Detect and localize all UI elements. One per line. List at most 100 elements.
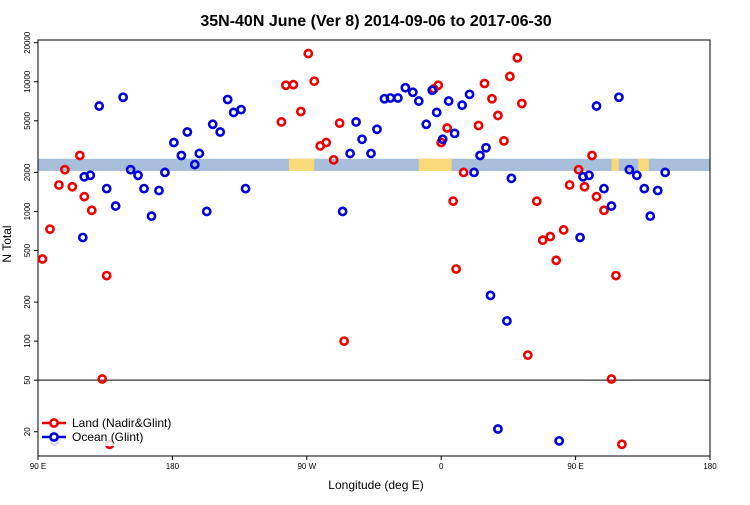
ocean-point bbox=[110, 201, 121, 211]
land-point bbox=[309, 76, 320, 87]
y-tick-label: 5000 bbox=[23, 111, 32, 129]
land-point bbox=[280, 80, 291, 91]
ocean-point bbox=[606, 201, 617, 211]
ocean-point bbox=[502, 316, 512, 326]
ocean-point bbox=[652, 185, 663, 196]
ocean-point bbox=[160, 167, 170, 178]
ocean-point bbox=[337, 206, 348, 217]
chart-title: 35N-40N June (Ver 8) 2014-09-06 to 2017-… bbox=[200, 13, 551, 30]
legend-marker bbox=[49, 418, 59, 428]
land-point bbox=[45, 224, 55, 235]
land-point bbox=[67, 181, 78, 192]
land-point bbox=[616, 439, 627, 450]
x-tick-label: 180 bbox=[166, 462, 180, 471]
ocean-point bbox=[614, 92, 624, 103]
land-point bbox=[573, 164, 584, 175]
x-tick-label: 90 E bbox=[567, 462, 583, 471]
land-point bbox=[97, 374, 108, 384]
ocean-point bbox=[240, 183, 251, 194]
ocean-point bbox=[228, 107, 239, 118]
land-point bbox=[522, 350, 533, 361]
land-point bbox=[545, 231, 556, 242]
x-tick-label: 90 W bbox=[297, 462, 316, 471]
legend-label: Land (Nadir&Glint) bbox=[72, 416, 171, 430]
land-point bbox=[516, 98, 527, 109]
y-tick-label: 10000 bbox=[23, 70, 32, 93]
y-axis-ticks: 20 50 100 200 500 1000 2000 5000 10000 20000 bbox=[23, 31, 38, 436]
ocean-point bbox=[584, 170, 594, 181]
land-point bbox=[86, 205, 97, 216]
ocean-point bbox=[421, 119, 432, 130]
y-tick-label: 1000 bbox=[23, 202, 32, 220]
land-point bbox=[487, 93, 497, 104]
ocean-point bbox=[599, 183, 609, 194]
land-point bbox=[303, 48, 314, 59]
data-points bbox=[37, 48, 671, 450]
y-tick-label: 20 bbox=[23, 427, 32, 436]
ocean-point bbox=[431, 107, 442, 118]
ocean-point bbox=[194, 148, 205, 159]
land-point bbox=[295, 106, 306, 117]
land-point bbox=[334, 118, 345, 129]
land-point bbox=[328, 154, 339, 165]
map-band bbox=[38, 158, 710, 172]
x-tick-label: 180 bbox=[703, 462, 717, 471]
ocean-point bbox=[631, 170, 642, 181]
ocean-point bbox=[407, 87, 418, 98]
ocean-point bbox=[176, 150, 187, 161]
land-point bbox=[321, 137, 332, 148]
land-point bbox=[512, 52, 523, 63]
ocean-point bbox=[660, 167, 671, 178]
ocean-point bbox=[413, 96, 424, 106]
y-tick-label: 500 bbox=[23, 243, 32, 257]
ocean-point bbox=[591, 101, 602, 111]
land-point bbox=[433, 80, 444, 91]
ocean-point bbox=[372, 124, 382, 135]
ocean-point bbox=[457, 100, 468, 111]
land-point bbox=[101, 270, 112, 281]
ocean-point bbox=[464, 89, 475, 100]
land-point bbox=[339, 336, 350, 347]
land-point bbox=[606, 374, 617, 384]
ocean-point bbox=[481, 142, 491, 153]
ocean-point bbox=[366, 148, 376, 159]
x-axis-ticks: 90 E 180 90 W 0 90 E 180 bbox=[30, 456, 717, 471]
ocean-point bbox=[85, 170, 96, 181]
ocean-point bbox=[575, 232, 585, 243]
legend: Land (Nadir&Glint)Ocean (Glint) bbox=[40, 414, 188, 446]
ocean-point bbox=[118, 92, 129, 103]
land-point bbox=[587, 150, 597, 161]
y-tick-label: 50 bbox=[23, 375, 32, 384]
land-point bbox=[531, 196, 542, 207]
legend-label: Ocean (Glint) bbox=[72, 430, 143, 444]
land-point bbox=[288, 79, 299, 90]
ocean-point bbox=[400, 82, 411, 93]
ocean-point bbox=[485, 290, 496, 301]
legend-box bbox=[40, 414, 188, 446]
land-point bbox=[54, 180, 64, 190]
ocean-point bbox=[449, 128, 460, 139]
ocean-point bbox=[139, 183, 149, 194]
ocean-point bbox=[168, 137, 179, 148]
ocean-point bbox=[201, 206, 212, 217]
ocean-point bbox=[77, 232, 88, 243]
x-tick-label: 0 bbox=[439, 462, 444, 471]
land-point bbox=[558, 225, 569, 235]
ocean-point bbox=[189, 159, 200, 170]
land-point bbox=[499, 135, 509, 146]
land-point bbox=[74, 150, 85, 161]
y-tick-label: 100 bbox=[23, 334, 32, 348]
land-point bbox=[564, 180, 575, 190]
land-point bbox=[551, 255, 562, 266]
map-band-ocean bbox=[38, 158, 710, 172]
y-axis-label: N Total bbox=[0, 225, 14, 262]
land-point bbox=[442, 123, 453, 133]
land-point bbox=[448, 196, 459, 207]
land-point bbox=[276, 117, 287, 127]
ocean-point bbox=[154, 185, 164, 196]
map-band-land bbox=[638, 158, 649, 172]
ocean-point bbox=[182, 127, 193, 137]
y-tick-label: 20000 bbox=[23, 31, 32, 54]
ocean-point bbox=[639, 183, 650, 194]
